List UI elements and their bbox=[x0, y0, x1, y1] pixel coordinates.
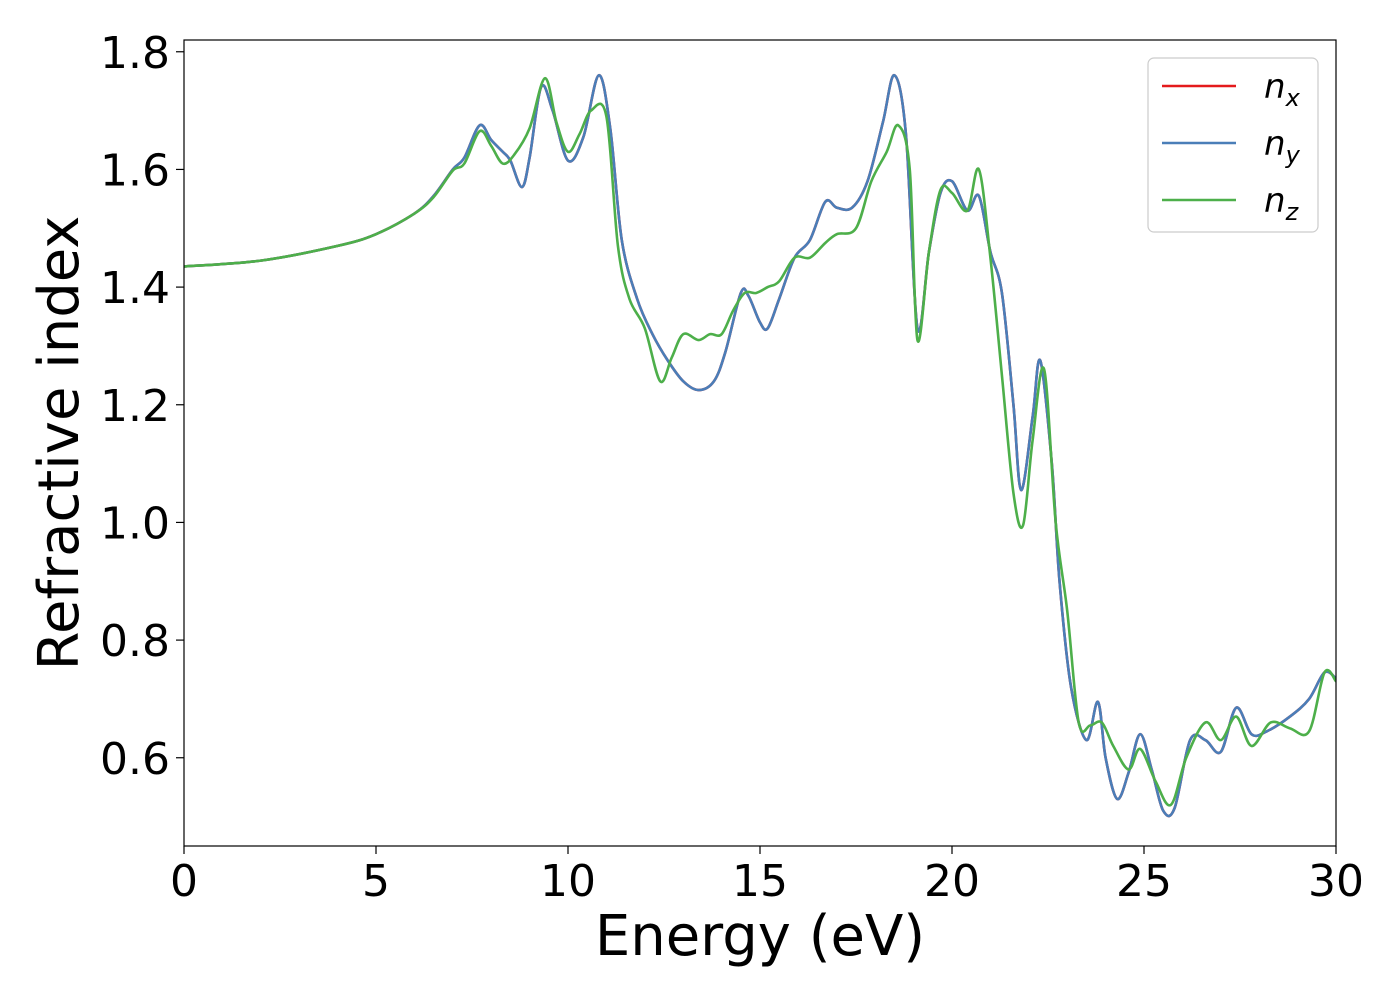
legend-entry-subscript: z bbox=[1285, 198, 1300, 226]
y-axis-ticks: 0.6 0.8 1.0 1.2 1.4 1.6 1.8 bbox=[100, 28, 184, 785]
x-tick-label: 0 bbox=[170, 856, 198, 907]
x-axis-ticks: 0 5 10 15 20 25 30 bbox=[170, 846, 1364, 907]
y-tick-label: 0.6 bbox=[100, 734, 170, 785]
y-tick-label: 1.8 bbox=[100, 28, 170, 79]
legend-entry-base: n bbox=[1264, 181, 1286, 221]
y-axis-label: Refractive index bbox=[27, 216, 92, 671]
x-tick-label: 25 bbox=[1116, 856, 1172, 907]
x-axis-label: Energy (eV) bbox=[595, 904, 925, 969]
x-tick-label: 20 bbox=[924, 856, 980, 907]
legend-entry-label: ny bbox=[1264, 124, 1301, 169]
legend-entry-subscript: x bbox=[1285, 84, 1301, 112]
y-tick-label: 1.2 bbox=[100, 381, 170, 432]
legend-entry-label: nz bbox=[1264, 181, 1300, 226]
x-tick-label: 10 bbox=[540, 856, 596, 907]
legend-entry-base: n bbox=[1264, 124, 1286, 164]
series-line-nz bbox=[184, 76, 1336, 807]
legend-entry-label: nx bbox=[1264, 67, 1301, 112]
x-tick-label: 5 bbox=[362, 856, 390, 907]
x-tick-label: 30 bbox=[1308, 856, 1364, 907]
legend-entry-base: n bbox=[1264, 67, 1286, 107]
y-tick-label: 1.0 bbox=[100, 498, 170, 549]
x-tick-label: 15 bbox=[732, 856, 788, 907]
series-layer bbox=[184, 73, 1336, 818]
y-tick-label: 1.6 bbox=[100, 145, 170, 196]
y-tick-label: 1.4 bbox=[100, 263, 170, 314]
y-tick-label: 0.8 bbox=[100, 616, 170, 667]
series-line-ny bbox=[184, 73, 1336, 818]
legend-entry-subscript: y bbox=[1285, 141, 1301, 169]
legend-box bbox=[1147, 57, 1319, 233]
